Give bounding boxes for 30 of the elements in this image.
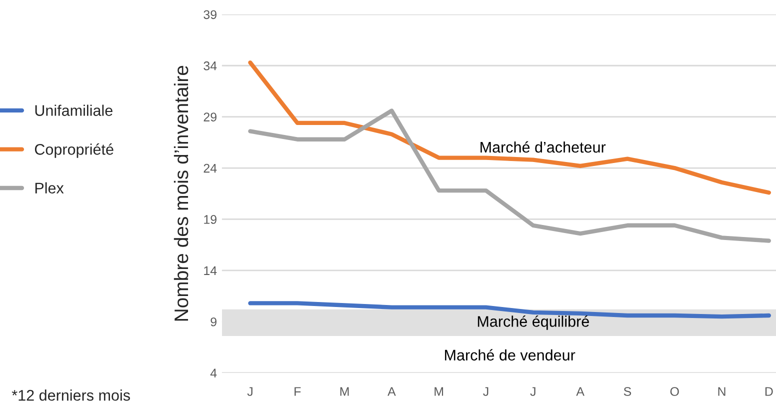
x-tick-label: S — [624, 387, 632, 396]
x-tick-label: J — [483, 387, 488, 396]
line-series — [248, 108, 772, 243]
y-tick-label: 19 — [204, 215, 216, 224]
y-tick-label: 24 — [204, 164, 217, 173]
y-tick-label: 9 — [210, 317, 216, 326]
y-tick-label: 14 — [204, 266, 217, 275]
y-tick-label: 39 — [204, 10, 216, 20]
x-tick-label: O — [670, 387, 679, 396]
band-label: Marché équilibré — [478, 315, 589, 330]
x-tick-label: A — [388, 387, 396, 396]
legend-label: Copropriété — [34, 143, 114, 158]
x-tick-label: A — [576, 387, 584, 396]
x-tick-label: J — [530, 387, 536, 396]
y-tick-label: 29 — [204, 112, 216, 122]
x-tick-label: D — [765, 387, 773, 396]
y-tick-label: 4 — [210, 368, 217, 378]
text: *12 derniers mois — [12, 390, 130, 401]
legend-label: Unifamiliale — [35, 104, 112, 116]
x-tick-label: M — [434, 387, 444, 396]
annotation: Marché de vendeur — [445, 349, 576, 361]
x-tick-label: F — [294, 387, 301, 396]
x-tick-label: N — [718, 387, 726, 396]
annotation: Marché d’acheteur — [480, 141, 606, 153]
legend-label: Plex — [35, 182, 64, 194]
x-tick-label: J — [247, 387, 252, 396]
line-series — [248, 60, 772, 195]
y-axis-title: Nombre des mois d’inventaire — [174, 66, 188, 321]
y-tick-label: 34 — [204, 61, 217, 70]
x-tick-label: M — [340, 387, 349, 396]
